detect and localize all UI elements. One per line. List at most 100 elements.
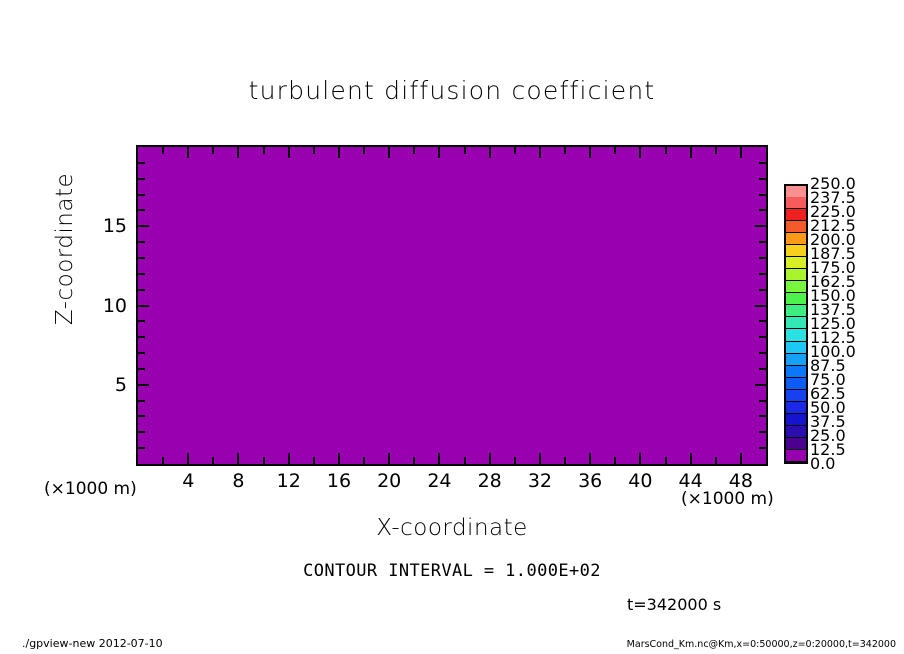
axis-tick bbox=[363, 457, 366, 464]
x-tick-label: 28 bbox=[477, 470, 502, 492]
axis-tick bbox=[388, 147, 391, 158]
axis-tick bbox=[488, 147, 491, 158]
axis-tick bbox=[138, 256, 145, 259]
axis-tick bbox=[488, 453, 491, 464]
axis-tick bbox=[664, 147, 667, 154]
axis-tick bbox=[187, 147, 190, 158]
colorbar-band bbox=[786, 353, 806, 366]
colorbar-band bbox=[786, 257, 806, 270]
axis-tick bbox=[138, 193, 145, 196]
axis-tick bbox=[759, 256, 766, 259]
axis-tick bbox=[759, 336, 766, 339]
axis-tick bbox=[564, 147, 567, 154]
axis-tick bbox=[212, 147, 215, 154]
axis-tick bbox=[759, 177, 766, 180]
colorbar-band bbox=[786, 293, 806, 306]
colorbar-band bbox=[786, 413, 806, 426]
colorbar-band bbox=[786, 317, 806, 330]
colorbar-tick-label: 62.5 bbox=[810, 384, 846, 403]
axis-tick bbox=[589, 147, 592, 158]
axis-tick bbox=[614, 147, 617, 154]
colorbar-tick-label: 12.5 bbox=[810, 440, 846, 459]
axis-tick bbox=[739, 147, 742, 158]
axis-tick bbox=[138, 161, 145, 164]
x-axis-title: X-coordinate bbox=[376, 515, 528, 541]
y-axis-title: Z-coordinate bbox=[52, 172, 78, 326]
x-tick-label: 20 bbox=[377, 470, 402, 492]
y-tick-label: 10 bbox=[102, 294, 127, 317]
y-tick-label: 5 bbox=[114, 373, 127, 396]
axis-tick bbox=[138, 241, 145, 244]
axis-tick bbox=[538, 453, 541, 464]
axis-tick bbox=[138, 304, 149, 307]
x-tick-label: 8 bbox=[232, 470, 245, 492]
y-tick-label: 15 bbox=[102, 215, 127, 238]
axis-tick bbox=[759, 352, 766, 355]
x-tick-label: 36 bbox=[578, 470, 603, 492]
axis-tick bbox=[755, 225, 766, 228]
axis-tick bbox=[759, 241, 766, 244]
axis-tick bbox=[138, 415, 145, 418]
x-tick-label: 32 bbox=[527, 470, 552, 492]
axis-tick bbox=[138, 209, 145, 212]
axis-tick bbox=[262, 147, 265, 154]
axis-tick bbox=[589, 453, 592, 464]
axis-tick bbox=[639, 453, 642, 464]
heatmap-field bbox=[138, 147, 766, 464]
colorbar-tick-label: 37.5 bbox=[810, 412, 846, 431]
colorbar-tick-label: 200.0 bbox=[810, 230, 856, 249]
axis-tick bbox=[262, 457, 265, 464]
colorbar-band bbox=[786, 209, 806, 222]
axis-tick bbox=[759, 415, 766, 418]
colorbar-band bbox=[786, 281, 806, 294]
axis-tick bbox=[755, 383, 766, 386]
page-title: turbulent diffusion coefficient bbox=[248, 76, 656, 105]
x-tick-label: 12 bbox=[276, 470, 301, 492]
colorbar-tick-label: 237.5 bbox=[810, 188, 856, 207]
axis-tick bbox=[138, 352, 145, 355]
axis-tick bbox=[759, 161, 766, 164]
axis-tick bbox=[759, 447, 766, 450]
colorbar-band bbox=[786, 233, 806, 246]
colorbar-tick-label: 187.5 bbox=[810, 244, 856, 263]
footer-command-label: ./gpview-new 2012-07-10 bbox=[22, 637, 163, 650]
axis-tick bbox=[162, 457, 165, 464]
timestamp-label: t=342000 s bbox=[627, 595, 722, 614]
colorbar-band bbox=[786, 449, 806, 462]
contour-interval-label: CONTOUR INTERVAL = 1.000E+02 bbox=[303, 561, 601, 581]
colorbar-tick-label: 0.0 bbox=[810, 454, 836, 473]
colorbar-tick-label: 100.0 bbox=[810, 342, 856, 361]
axis-tick bbox=[337, 453, 340, 464]
axis-tick bbox=[138, 320, 145, 323]
colorbar bbox=[784, 184, 808, 464]
axis-tick bbox=[138, 272, 145, 275]
axis-tick bbox=[564, 457, 567, 464]
axis-tick bbox=[755, 304, 766, 307]
x-tick-label: 48 bbox=[728, 470, 753, 492]
colorbar-band bbox=[786, 401, 806, 414]
axis-tick bbox=[714, 147, 717, 154]
colorbar-tick-label: 25.0 bbox=[810, 426, 846, 445]
axis-tick bbox=[759, 272, 766, 275]
colorbar-tick-label: 50.0 bbox=[810, 398, 846, 417]
x-tick-label: 44 bbox=[678, 470, 703, 492]
axis-tick bbox=[138, 336, 145, 339]
axis-tick bbox=[138, 399, 145, 402]
colorbar-tick-labels: 250.0 237.5 225.0 212.5 200.0 187.5 175.0 162.5… bbox=[810, 176, 890, 472]
axis-tick bbox=[337, 147, 340, 158]
colorbar-band bbox=[786, 305, 806, 318]
axis-tick bbox=[664, 457, 667, 464]
axis-tick bbox=[413, 147, 416, 154]
axis-tick bbox=[212, 457, 215, 464]
footer-source-label: MarsCond_Km.nc@Km,x=0:50000,z=0:20000,t=… bbox=[626, 639, 896, 650]
axis-tick bbox=[138, 367, 145, 370]
x-tick-label: 40 bbox=[628, 470, 653, 492]
axis-tick bbox=[388, 453, 391, 464]
axis-tick bbox=[237, 147, 240, 158]
axis-tick bbox=[138, 447, 145, 450]
colorbar-band bbox=[786, 437, 806, 450]
colorbar-band bbox=[786, 221, 806, 234]
axis-tick bbox=[438, 453, 441, 464]
axis-tick bbox=[614, 457, 617, 464]
axis-tick bbox=[138, 225, 149, 228]
